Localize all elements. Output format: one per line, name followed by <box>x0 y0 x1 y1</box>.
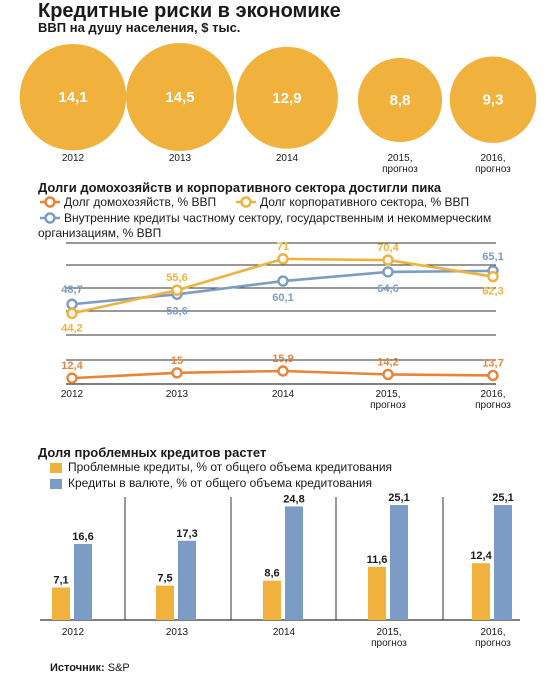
bubble-2 <box>236 46 338 149</box>
point-corporate <box>487 270 499 283</box>
bar-fx <box>285 506 303 620</box>
source-note: Источник: S&P <box>50 662 130 674</box>
point-domestic <box>382 266 394 278</box>
bubble-category-label: 2013 <box>169 153 192 164</box>
point-corporate <box>382 254 394 266</box>
point-domestic <box>66 298 78 310</box>
data-label-household: 12,4 <box>61 360 83 372</box>
point-domestic <box>277 275 289 287</box>
legend-household-marker <box>40 196 60 208</box>
bad-loans-chart-title: Доля проблемных кредитов растет <box>38 445 267 460</box>
data-label-domestic: 48,7 <box>61 284 82 296</box>
bubble-value-label: 12,9 <box>272 90 301 107</box>
point-corporate <box>171 284 183 296</box>
point-household <box>487 369 499 382</box>
bar-category-label: 2015, прогноз <box>371 627 407 649</box>
bar-problem <box>156 585 174 620</box>
bar-value-label: 25,1 <box>388 492 409 504</box>
data-label-domestic: 60,1 <box>272 292 293 304</box>
bar-value-label: 16,6 <box>72 531 93 543</box>
bar-value-label: 7,5 <box>157 573 172 585</box>
point-household <box>66 372 78 384</box>
point-household <box>277 365 289 377</box>
data-label-corporate: 62,3 <box>482 286 503 298</box>
data-label-domestic: 53,6 <box>166 305 187 317</box>
legend-problem-label: Проблемные кредиты, % от общего объема к… <box>68 460 393 474</box>
bar-fx <box>494 505 512 620</box>
bar-fx <box>74 543 92 620</box>
legend-domestic-label: Внутренние кредиты частному сектору, гос… <box>38 211 492 240</box>
bubble-value-label: 8,8 <box>390 92 411 109</box>
debt-chart-title: Долги домохозяйств и корпоративного сект… <box>38 180 442 195</box>
point-household <box>171 367 183 379</box>
data-label-corporate: 71 <box>277 241 289 253</box>
bar-fx <box>178 540 196 620</box>
bar-value-label: 12,4 <box>470 550 492 562</box>
bar-category-label: 2012 <box>62 627 85 638</box>
bar-value-label: 11,6 <box>367 554 388 566</box>
bar-category-label: 2016, прогноз <box>475 627 511 649</box>
bar-value-label: 8,6 <box>264 568 279 580</box>
data-label-household: 13,7 <box>482 357 503 369</box>
bubble-1 <box>126 43 234 151</box>
line-category-label: 2014 <box>272 389 295 400</box>
page-subtitle: ВВП на душу населения, $ тыс. <box>38 20 241 35</box>
line-category-label: 2012 <box>61 389 84 400</box>
bar-problem <box>472 563 490 620</box>
data-label-household: 14,2 <box>377 356 398 368</box>
bar-value-label: 25,1 <box>492 492 513 504</box>
legend-household-label: Долг домохозяйств, % ВВП <box>64 195 217 209</box>
bubble-value-label: 14,5 <box>165 89 194 106</box>
data-label-domestic: 64,6 <box>377 283 398 295</box>
point-corporate <box>66 307 78 320</box>
bar-value-label: 7,1 <box>53 574 68 586</box>
bubble-category-label: 2015, прогноз <box>382 153 418 175</box>
legend-corporate-marker <box>236 196 256 208</box>
bar-problem <box>263 580 281 620</box>
bar-category-label: 2014 <box>273 627 296 638</box>
legend-fx-swatch <box>50 479 62 489</box>
bar-category-label: 2013 <box>166 627 189 638</box>
legend-fx-label: Кредиты в валюте, % от общего объема кре… <box>68 476 373 490</box>
data-label-domestic: 65,1 <box>482 251 503 263</box>
bubble-category-label: 2016, прогноз <box>475 153 511 175</box>
bar-value-label: 17,3 <box>176 528 197 540</box>
data-label-household: 15 <box>171 355 183 367</box>
point-household <box>382 368 394 381</box>
data-label-corporate: 55,6 <box>166 272 187 284</box>
bar-problem <box>52 587 70 620</box>
line-category-label: 2015, прогноз <box>370 389 406 411</box>
bubble-4 <box>449 56 537 143</box>
data-label-corporate: 44,2 <box>61 322 82 334</box>
legend-corporate-label: Долг корпоративного сектора, % ВВП <box>260 195 470 209</box>
point-corporate <box>277 253 289 265</box>
data-label-household: 15,9 <box>272 353 293 365</box>
bubble-value-label: 9,3 <box>483 92 504 109</box>
bubble-3 <box>357 57 443 143</box>
bar-fx <box>390 505 408 620</box>
line-category-label: 2016, прогноз <box>475 389 511 411</box>
legend-problem-swatch <box>50 463 62 473</box>
source-label: Источник: <box>50 662 105 674</box>
bubble-value-label: 14,1 <box>58 89 87 106</box>
bar-value-label: 24,8 <box>283 493 304 505</box>
bubble-0 <box>19 43 127 151</box>
bubble-category-label: 2014 <box>276 153 299 164</box>
bubble-category-label: 2012 <box>62 153 85 164</box>
data-label-corporate: 70,4 <box>377 242 399 254</box>
page-title: Кредитные риски в экономике <box>38 0 341 22</box>
legend-domestic-marker <box>40 212 60 224</box>
source-value: S&P <box>107 662 130 674</box>
line-category-label: 2013 <box>166 389 189 400</box>
bar-problem <box>368 566 386 620</box>
